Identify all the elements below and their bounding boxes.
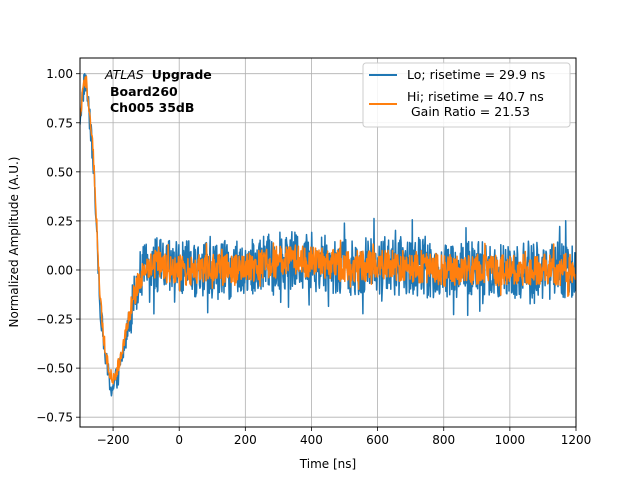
annotation-line2: Board260 bbox=[110, 84, 178, 99]
y-tick-label: 0.25 bbox=[46, 214, 73, 228]
y-tick-label: 1.00 bbox=[46, 67, 73, 81]
x-tick-label: 200 bbox=[234, 433, 257, 447]
plot-frame bbox=[79, 57, 577, 428]
annotation-line3: Ch005 35dB bbox=[110, 100, 194, 115]
x-tick-label: 1000 bbox=[495, 433, 526, 447]
x-tick-label: 0 bbox=[175, 433, 183, 447]
y-tick-label: −0.25 bbox=[36, 313, 73, 327]
y-tick-label: 0.75 bbox=[46, 116, 73, 130]
y-axis: 1.00 0.75 0.50 0.25 0.00 −0.25 −0.50 −0.75 bbox=[36, 67, 80, 425]
legend-label-lo: Lo; risetime = 29.9 ns bbox=[407, 67, 545, 82]
series-layer bbox=[80, 72, 576, 397]
y-tick-label: 0.50 bbox=[46, 165, 73, 179]
x-tick-label: 800 bbox=[432, 433, 455, 447]
x-axis-label: Time [ns] bbox=[299, 457, 356, 471]
legend-frame bbox=[362, 62, 571, 128]
legend: Lo; risetime = 29.9 ns Hi; risetime = 40… bbox=[362, 62, 571, 128]
y-tick-label: −0.75 bbox=[36, 411, 73, 425]
annotation-italic: ATLAS bbox=[104, 67, 144, 82]
y-tick-label: −0.50 bbox=[36, 362, 73, 376]
legend-label-hi: Hi; risetime = 40.7 ns Gain Ratio = 21.5… bbox=[407, 89, 544, 119]
svg-text:ATLAS Upgrade: ATLAS Upgrade bbox=[104, 67, 212, 82]
x-axis: −200 0 200 400 600 800 1000 1200 bbox=[97, 427, 592, 447]
x-tick-label: 400 bbox=[300, 433, 323, 447]
y-axis-label: Normalized Amplitude (A.U.) bbox=[7, 157, 21, 328]
x-tick-label: −200 bbox=[97, 433, 130, 447]
y-tick-label: 0.00 bbox=[46, 263, 73, 277]
x-tick-label: 1200 bbox=[561, 433, 592, 447]
x-tick-label: 600 bbox=[366, 433, 389, 447]
annotation: ATLAS Upgrade Board260 Ch005 35dB bbox=[104, 67, 212, 115]
annotation-bold: Upgrade bbox=[152, 67, 212, 82]
series-line-1 bbox=[80, 75, 576, 385]
